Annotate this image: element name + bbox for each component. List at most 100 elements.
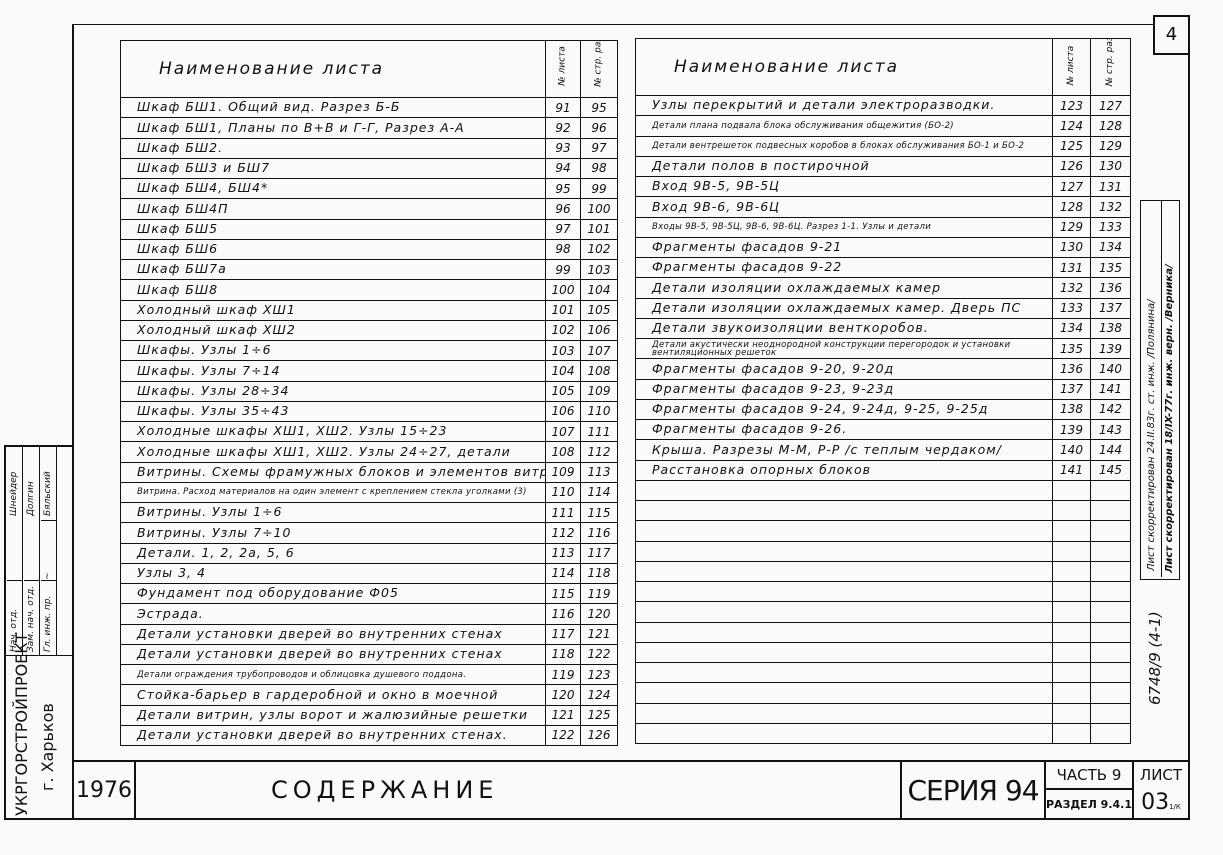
sheet-number: 128 <box>1052 196 1091 218</box>
organization-name: УКРГОРСТРОЙПРОЕКТ <box>12 632 31 816</box>
header-page-no: № стр. раздела <box>1090 38 1131 96</box>
page-number: 108 <box>580 360 618 382</box>
empty-row <box>635 601 1131 623</box>
page-number: 115 <box>580 501 618 524</box>
empty-row <box>635 479 1131 502</box>
table-row: Шкаф БШ1. Общий вид. Разрез Б-Б 91 95 <box>120 96 618 119</box>
page-number: 124 <box>580 684 618 706</box>
sheet-cell: ЛИСТ 031/К <box>1132 760 1190 820</box>
page-number: 119 <box>580 582 618 605</box>
part-cell: ЧАСТЬ 9 РАЗДЕЛ 9.4.1 <box>1044 760 1134 820</box>
sheet-number: 108 <box>545 441 581 463</box>
sheet-name: Фрагменты фасадов 9-24, 9-24д, 9-25, 9-2… <box>635 398 1053 421</box>
table-row: Детали вентрешеток подвесных коробов в б… <box>635 135 1131 157</box>
sheet-name: Фрагменты фасадов 9-26. <box>635 418 1053 441</box>
sheet-name: Детали установки дверей во внутренних ст… <box>120 643 546 666</box>
table-row: Детали установки дверей во внутренних ст… <box>120 643 618 666</box>
contents-table-right: Наименование листа № листа № стр. раздел… <box>635 38 1131 745</box>
sheet-number: 111 <box>545 501 581 524</box>
table-row: Фрагменты фасадов 9-22 131 135 <box>635 256 1131 279</box>
sheet-name: Детали изоляции охлаждаемых камер <box>635 277 1053 299</box>
header-name: Наименование листа <box>120 40 546 98</box>
contents-table-left: Наименование листа № листа № стр. раздел… <box>120 40 618 747</box>
sheet-number: 141 <box>1052 459 1091 481</box>
sheet-number: 102 <box>545 319 581 342</box>
empty-row <box>635 580 1131 603</box>
sheet-number: 127 <box>1052 175 1091 198</box>
table-row: Фрагменты фасадов 9-21 130 134 <box>635 236 1131 259</box>
table-row: Шкаф БШ6 98 102 <box>120 238 618 261</box>
sheet-number: 136 <box>1052 358 1091 380</box>
empty-row <box>635 560 1131 583</box>
sheet-name: Холодные шкафы ХШ1, ХШ2. Узлы 24÷27, дет… <box>120 441 546 463</box>
sheet-name: Холодный шкаф ХШ1 <box>120 299 546 321</box>
sheet-name: Шкаф БШ5 <box>120 218 546 240</box>
table-row: Детали витрин, узлы ворот и жалюзийные р… <box>120 704 618 726</box>
sheet-name: Стойка-барьер в гардеробной и окно в мое… <box>120 684 546 706</box>
sheet-name: Детали полов в постирочной <box>635 155 1053 178</box>
sheet-number: 100 <box>545 279 581 301</box>
sheet-number: 93 <box>545 137 581 159</box>
sheet-name: Фрагменты фасадов 9-23, 9-23д <box>635 378 1053 400</box>
page-number: 139 <box>1090 337 1131 360</box>
page-number: 109 <box>580 380 618 402</box>
sheet-name: Витрины. Узлы 7÷10 <box>120 522 546 544</box>
page-number: 142 <box>1090 398 1131 421</box>
sheet-name: Фундамент под оборудование Ф05 <box>120 582 546 605</box>
page-number: 98 <box>580 157 618 180</box>
sheet-number: 121 <box>545 704 581 726</box>
empty-row <box>635 540 1131 562</box>
city: г. Харьков <box>38 703 57 791</box>
signer-name: Бяльский <box>43 471 53 516</box>
table-row: Узлы 3, 4 114 118 <box>120 562 618 585</box>
sheet-value: 03 <box>1141 790 1170 815</box>
table-row: Вход 9В-5, 9В-5Ц 127 131 <box>635 175 1131 198</box>
page-number: 118 <box>580 562 618 585</box>
sheet-name: Витрины. Схемы фрамужных блоков и элемен… <box>120 461 546 483</box>
sheet-name: Расстановка опорных блоков <box>635 459 1053 481</box>
sheet-number: 97 <box>545 218 581 240</box>
sheet-name: Детали витрин, узлы ворот и жалюзийные р… <box>120 704 546 726</box>
page-number: 133 <box>1090 216 1131 238</box>
sheet-name: Холодный шкаф ХШ2 <box>120 319 546 342</box>
empty-row <box>635 621 1131 643</box>
table-row: Расстановка опорных блоков 141 145 <box>635 459 1131 481</box>
sheet-number: 95 <box>545 177 581 200</box>
table-row: Детали звукоизоляции венткоробов. 134 138 <box>635 317 1131 340</box>
page-number: 144 <box>1090 439 1131 461</box>
table-row: Детали ограждения трубопроводов и облицо… <box>120 663 618 686</box>
table-row: Входы 9В-5, 9В-5Ц, 9В-6, 9В-6Ц. Разрез 1… <box>635 216 1131 238</box>
sheet-number: 117 <box>545 623 581 645</box>
table-row: Шкаф БШ4П 96 100 <box>120 198 618 220</box>
sheet-number: 134 <box>1052 317 1091 340</box>
page-number: 145 <box>1090 459 1131 481</box>
page-number: 132 <box>1090 196 1131 218</box>
page-number: 130 <box>1090 155 1131 178</box>
sheet-name: Шкаф БШ6 <box>120 238 546 261</box>
title-cell: СОДЕРЖАНИЕ <box>134 760 902 820</box>
sheet-number: 124 <box>1052 115 1091 137</box>
page-number: 141 <box>1090 378 1131 400</box>
table-row: Детали установки дверей во внутренних ст… <box>120 724 618 747</box>
table-row: Детали плана подвала блока обслуживания … <box>635 115 1131 137</box>
table-row: Холодный шкаф ХШ1 101 105 <box>120 299 618 321</box>
sheet-name: Входы 9В-5, 9В-5Ц, 9В-6, 9В-6Ц. Разрез 1… <box>635 216 1053 238</box>
page-number: 123 <box>580 663 618 686</box>
header-page-no: № стр. раздела <box>580 40 618 98</box>
table-row: Шкаф БШ8 100 104 <box>120 279 618 301</box>
page-number: 112 <box>580 441 618 463</box>
section: РАЗДЕЛ 9.4.1 <box>1046 798 1132 811</box>
sheet-name: Фрагменты фасадов 9-21 <box>635 236 1053 259</box>
table-row: Шкаф БШ5 97 101 <box>120 218 618 240</box>
table-row: Шкафы. Узлы 35÷43 106 110 <box>120 400 618 423</box>
page-number: 107 <box>580 339 618 362</box>
sheet-number: 122 <box>545 724 581 747</box>
table-row: Холодные шкафы ХШ1, ХШ2. Узлы 15÷23 107 11… <box>120 420 618 443</box>
sheet-name: Детали плана подвала блока обслуживания … <box>635 115 1053 137</box>
sheet-number: 110 <box>545 481 581 504</box>
document-code: 6748/9 (4-1) <box>1146 611 1164 705</box>
role: Гл. инж. пр. <box>41 580 56 652</box>
sheet-name: Шкафы. Узлы 28÷34 <box>120 380 546 402</box>
page-number: 140 <box>1090 358 1131 380</box>
sheet-name: Вход 9В-6, 9В-6Ц <box>635 196 1053 218</box>
